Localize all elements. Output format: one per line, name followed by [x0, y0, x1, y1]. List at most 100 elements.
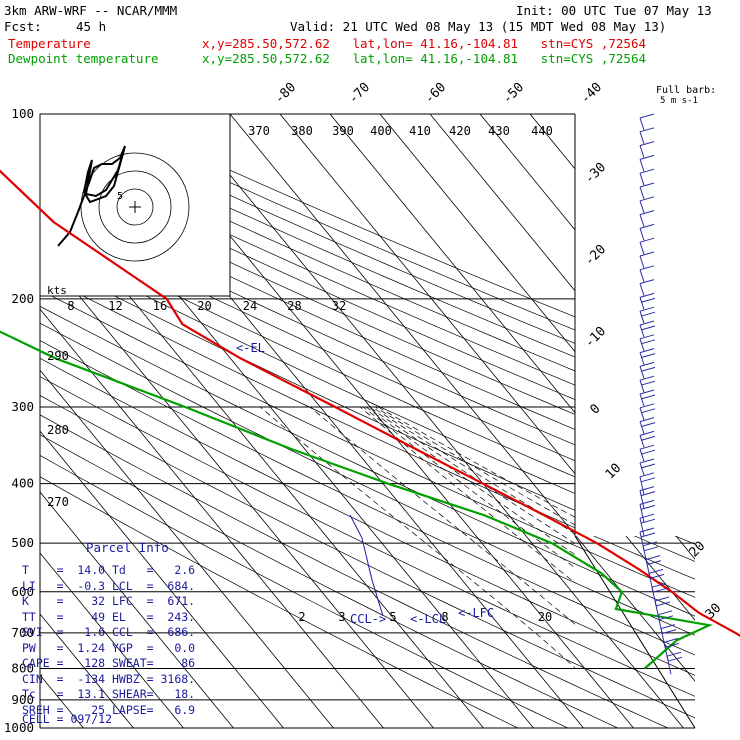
hodograph-ring — [80, 152, 190, 262]
barb-flag — [640, 532, 656, 538]
theta-label: 400 — [370, 124, 392, 138]
temp-tick-28: 28 — [287, 299, 301, 313]
isotherm-line — [40, 247, 277, 536]
wind-barb — [639, 403, 656, 420]
barb-staff — [639, 186, 645, 200]
barb-flag — [639, 375, 655, 381]
moist-adiabat — [359, 406, 575, 584]
wind-barb — [639, 113, 655, 131]
pressure-label-500: 500 — [11, 535, 34, 550]
dry-adiabat — [40, 273, 575, 529]
barb-flag — [640, 491, 656, 497]
moist-adiabat — [375, 406, 575, 526]
isotherm-label: -30 — [582, 160, 609, 187]
isotherm-label: -20 — [582, 242, 609, 269]
barb-flag — [654, 596, 670, 602]
wind-barbs: Full barb:5 m s-1 — [639, 85, 716, 675]
parcel-row-tc: Tc = 13.1 SHEAR= 18. — [22, 687, 196, 701]
wind-barb — [639, 196, 655, 213]
pressure-label-900: 900 — [11, 692, 34, 707]
barb-flag — [639, 113, 655, 119]
barb-flag — [639, 168, 655, 174]
parcel-cell: CELL = 097/12 — [22, 712, 113, 726]
barb-staff — [639, 518, 645, 537]
wind-barb — [639, 168, 655, 186]
parcel-row-sreh: SREH = 25 LAPSE= 6.9 — [22, 702, 196, 717]
isotherm-line — [229, 114, 575, 536]
barb-flag — [639, 361, 655, 367]
barb-flag — [666, 651, 682, 657]
barb-flag — [639, 279, 655, 285]
temperature-legend: Temperature — [8, 36, 91, 51]
barb-staff — [639, 117, 645, 131]
barb-flag — [664, 642, 680, 648]
barb-flag — [639, 458, 655, 464]
wind-barb — [645, 555, 662, 578]
parcel-info-title: Parcel Info — [86, 540, 169, 555]
mixing-ratio-label: 20 — [538, 610, 552, 624]
dewpoint-legend: Dewpoint temperature — [8, 51, 159, 66]
barb-flag — [639, 196, 655, 202]
pressure-label-600: 600 — [11, 584, 34, 599]
theta-label: 270 — [47, 495, 69, 509]
isotherm-line — [675, 536, 695, 560]
background-lines — [40, 114, 695, 728]
barb-staff — [639, 297, 645, 310]
isotherm-line — [429, 114, 575, 292]
wind-barb — [639, 348, 656, 365]
dry-adiabat — [186, 536, 568, 728]
wind-barb — [639, 182, 655, 200]
pressure-label-100: 100 — [11, 106, 34, 121]
barb-flag — [640, 311, 656, 317]
barb-staff — [639, 352, 645, 365]
wind-barb — [639, 458, 656, 476]
barb-staff — [639, 449, 645, 462]
barb-flag — [655, 601, 671, 607]
barb-flag — [639, 527, 655, 533]
isotherm-line — [325, 536, 484, 728]
isotherm-line — [175, 536, 334, 728]
right-lower-axis — [574, 535, 696, 729]
barb-flag — [639, 237, 655, 243]
barb-staff — [639, 476, 645, 495]
barb-flag — [639, 403, 655, 409]
isotherm-line — [75, 536, 234, 728]
wind-barb — [639, 279, 655, 296]
dry-adiabat — [593, 536, 695, 580]
barb-staff — [639, 283, 645, 296]
dry-adiabat — [348, 536, 695, 697]
wind-barb — [639, 513, 656, 537]
init-time: Init: 00 UTC Tue 07 May 13 — [516, 3, 712, 18]
barb-staff — [639, 255, 645, 269]
barb-flag — [648, 568, 664, 574]
barb-staff — [639, 462, 645, 476]
barb-flag — [639, 430, 655, 436]
barb-staff — [666, 656, 672, 675]
theta-label: 420 — [449, 124, 471, 138]
barb-flag — [642, 541, 658, 547]
isotherm-line — [329, 114, 575, 414]
hodograph-ring-label: 5 — [117, 191, 123, 202]
moist-adiabat — [362, 406, 575, 569]
isotherm-line — [575, 536, 695, 682]
theta-label: 370 — [248, 124, 270, 138]
dry-adiabat — [226, 536, 618, 728]
dry-adiabat — [40, 322, 473, 536]
barb-flag — [640, 435, 656, 441]
barb-flag — [658, 615, 674, 621]
barb-flag — [639, 265, 655, 271]
dry-adiabat — [40, 212, 575, 462]
isotherm-line — [279, 114, 575, 475]
dewpoint-location: x,y=285.50,572.62 lat,lon= 41.16,-104.81… — [202, 51, 647, 66]
dry-adiabat — [40, 289, 555, 536]
isotherm-line — [375, 536, 534, 728]
dry-adiabat — [40, 198, 575, 446]
wind-barb — [666, 651, 683, 675]
barb-staff — [639, 407, 645, 420]
dry-adiabat — [267, 536, 668, 728]
barb-flag — [651, 582, 667, 588]
temp-tick-8: 8 — [67, 299, 74, 313]
wind-barb — [639, 223, 655, 241]
parcel-row-cape: CAPE = 128 SWEAT= 86 — [22, 656, 196, 670]
